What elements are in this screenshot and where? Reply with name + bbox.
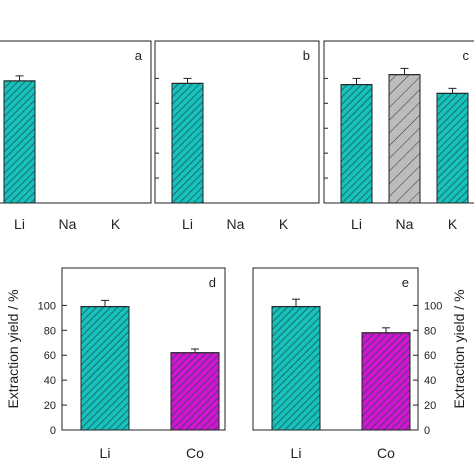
panel-letter-e: e	[402, 275, 409, 290]
y-tick-label-e: 0	[424, 425, 430, 437]
bar-hatch-a-li	[3, 80, 36, 204]
bar-hatch-b-li	[171, 82, 204, 204]
category-label-c: K	[448, 216, 458, 232]
y-tick-label-d: 60	[44, 350, 56, 362]
bar-hatch-c-k	[436, 92, 469, 204]
category-label-b: Na	[227, 216, 245, 232]
category-label-a: K	[111, 216, 121, 232]
y-tick-label-e: 20	[424, 400, 436, 412]
y-tick-label-d: 20	[44, 400, 56, 412]
panel-letter-a: a	[135, 48, 143, 63]
bar-hatch-c-na	[388, 74, 421, 204]
category-label-b: Li	[182, 216, 193, 232]
category-label-e: Co	[377, 445, 395, 461]
bar-hatch-d-li	[80, 306, 130, 431]
panel-letter-c: c	[463, 48, 470, 63]
category-label-c: Li	[351, 216, 362, 232]
panel-frame-d	[61, 267, 226, 431]
panel-letter-d: d	[209, 275, 216, 290]
category-label-c: Na	[396, 216, 414, 232]
y-tick-label-e: 60	[424, 350, 436, 362]
y-axis-label-d: Extraction yield / %	[5, 289, 21, 408]
bar-hatch-e-li	[271, 306, 321, 431]
category-label-d: Co	[186, 445, 204, 461]
bar-hatch-d-co	[170, 352, 220, 431]
category-label-b: K	[279, 216, 289, 232]
bar-hatch-c-li	[340, 84, 373, 204]
y-tick-label-e: 100	[424, 300, 442, 312]
y-tick-label-d: 40	[44, 375, 56, 387]
y-tick-label-e: 40	[424, 375, 436, 387]
bar-hatch-e-co	[361, 332, 411, 431]
panel-frame-b	[154, 40, 320, 204]
bar-marks	[3, 67, 469, 431]
y-tick-label-d: 100	[38, 300, 56, 312]
text-marks: a Li Na Kb Li Na Kc Li Na Kd 0 20 40 60 80 100 Extractio…	[5, 48, 470, 461]
panel-frame-e	[252, 267, 419, 431]
panel-letter-b: b	[303, 48, 310, 63]
y-tick-label-d: 80	[44, 325, 56, 337]
y-tick-label-d: 0	[50, 425, 56, 437]
y-axis-label-e: Extraction yield / %	[451, 289, 467, 408]
panel-frame-a	[0, 40, 152, 204]
category-label-a: Li	[14, 216, 25, 232]
panel-frames	[0, 40, 474, 431]
category-label-a: Na	[59, 216, 77, 232]
y-tick-label-e: 80	[424, 325, 436, 337]
category-label-e: Li	[291, 445, 302, 461]
category-label-d: Li	[100, 445, 111, 461]
